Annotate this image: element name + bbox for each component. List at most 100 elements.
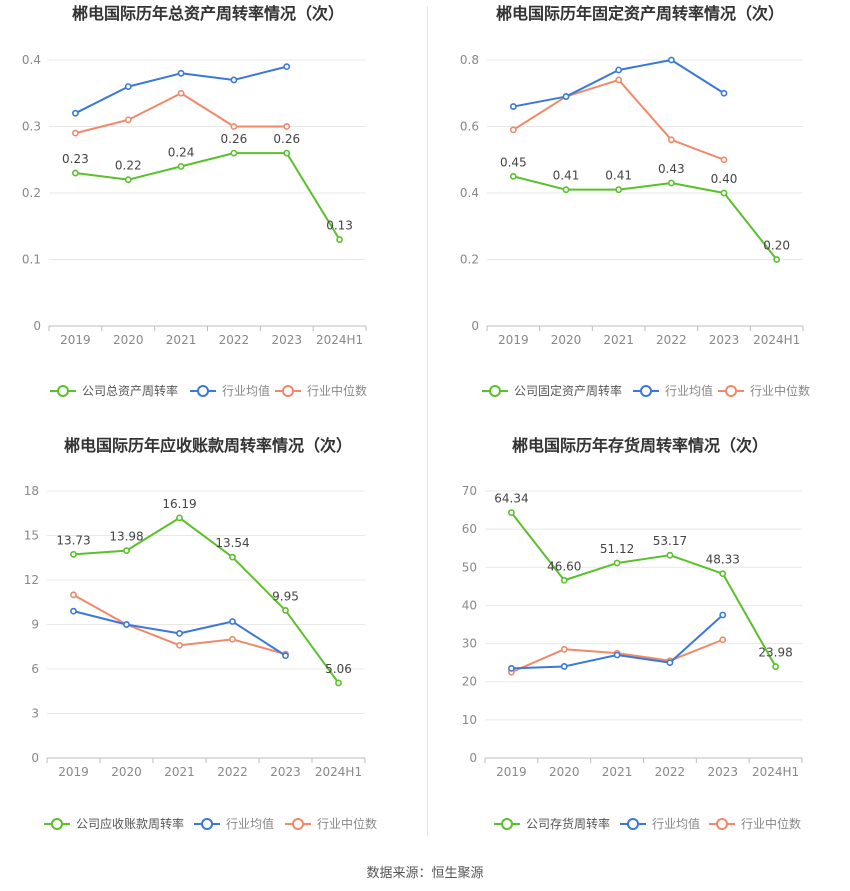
data-label: 0.20 (763, 239, 790, 253)
legend-label: 行业中位数 (741, 816, 801, 831)
chart-title: 郴电国际历年固定资产周转率情况（次） (496, 4, 784, 23)
series-line (513, 175, 778, 261)
legend-item: 公司应收账款周转率 (44, 816, 184, 831)
data-point (124, 116, 132, 124)
legend-marker (725, 385, 737, 397)
y-tick-label: 6 (31, 662, 39, 676)
data-point (720, 156, 728, 164)
data-point (70, 607, 77, 615)
y-tick-label: 10 (462, 713, 477, 727)
data-point (773, 256, 781, 263)
x-tick-label: 2022 (655, 765, 686, 779)
y-tick-label: 9 (31, 618, 39, 632)
legend-label: 行业均值 (652, 816, 700, 831)
data-point (229, 618, 236, 625)
data-label: 0.40 (711, 172, 738, 186)
x-tick-label: 2021 (602, 765, 633, 779)
series-line (510, 511, 777, 668)
data-point (509, 103, 517, 110)
data-point (719, 636, 727, 644)
data-point (230, 76, 238, 84)
legend-marker (489, 385, 501, 397)
legend-marker (716, 818, 728, 830)
data-point (283, 123, 291, 130)
x-tick-label: 2022 (656, 333, 687, 347)
data-point (123, 621, 130, 628)
data-point (229, 553, 236, 561)
data-label: 5.06 (325, 662, 352, 676)
x-tick-label: 2020 (549, 765, 580, 779)
y-tick-label: 30 (462, 637, 477, 651)
data-label: 0.45 (500, 155, 527, 169)
legend-label: 公司存货周转率 (526, 816, 610, 831)
data-point (177, 89, 185, 97)
y-tick-label: 0.2 (22, 186, 41, 200)
x-tick-label: 2020 (113, 333, 144, 347)
y-tick-label: 40 (462, 598, 477, 612)
data-point (560, 663, 568, 670)
data-point (72, 129, 79, 137)
chart-title: 郴电国际历年应收账款周转率情况（次） (64, 436, 352, 455)
legend-label: 公司应收账款周转率 (76, 816, 184, 831)
data-point (176, 514, 183, 522)
data-label: 0.13 (326, 219, 353, 233)
data-source-label: 数据来源：恒生聚源 (366, 866, 484, 881)
data-point (70, 550, 77, 558)
chart-panel: 郴电国际历年存货周转率情况（次） 0 10 20 30 40 50 60 70 2019 2020 2… (462, 436, 803, 831)
legend-marker (51, 818, 63, 830)
chart-title: 郴电国际历年存货周转率情况（次） (512, 436, 768, 455)
chart-panel: 郴电国际历年总资产周转率情况（次） 0 0.1 0.2 0.3 0.4 2019 2020 20… (22, 4, 367, 398)
data-point (282, 652, 289, 660)
data-point (666, 551, 674, 559)
x-tick-label: 2019 (496, 765, 527, 779)
legend-label: 公司固定资产周转率 (514, 383, 622, 398)
data-point (562, 93, 570, 100)
data-point (667, 136, 675, 144)
legend-item: 行业均值 (633, 383, 713, 398)
series-line (511, 614, 724, 670)
x-tick-label: 2024H1 (752, 765, 799, 779)
y-tick-label: 3 (31, 707, 39, 721)
x-tick-label: 2023 (270, 765, 301, 779)
chart-title: 郴电国际历年总资产周转率情况（次） (72, 4, 344, 23)
data-label: 13.54 (215, 536, 249, 550)
data-label: 51.12 (600, 542, 634, 556)
panel-divider (427, 6, 428, 836)
legend-marker (501, 818, 513, 830)
y-tick-label: 0.3 (22, 120, 41, 134)
y-tick-label: 0.4 (460, 186, 479, 200)
legend-item: 行业中位数 (718, 383, 810, 398)
legend-item: 行业均值 (194, 816, 274, 831)
x-tick-label: 2024H1 (315, 765, 362, 779)
chart-panel: 郴电国际历年应收账款周转率情况（次） 0 3 6 9 12 15 18 2019 2020 2021… (24, 436, 377, 831)
legend-marker (627, 818, 639, 830)
x-tick-label: 2021 (603, 333, 634, 347)
data-point (720, 89, 728, 97)
data-point (509, 172, 517, 180)
data-point (508, 509, 515, 516)
x-tick-label: 2024H1 (316, 333, 363, 347)
legend-marker (201, 818, 213, 830)
data-point (613, 651, 621, 659)
data-point (335, 679, 342, 687)
legend-label: 行业中位数 (307, 383, 367, 398)
data-point (667, 179, 675, 187)
x-tick-label: 2023 (707, 765, 738, 779)
chart-panel: 郴电国际历年固定资产周转率情况（次） 0 0.2 0.4 0.6 0.8 2019 2020 2… (460, 4, 810, 398)
x-tick-label: 2022 (217, 765, 248, 779)
data-point (283, 63, 291, 71)
y-tick-label: 60 (462, 522, 477, 536)
data-point (123, 547, 130, 555)
data-point (124, 176, 132, 184)
data-point (70, 591, 77, 599)
y-tick-label: 70 (462, 484, 477, 498)
legend-item: 行业中位数 (709, 816, 801, 831)
data-label: 0.23 (62, 152, 89, 166)
data-label: 0.41 (553, 169, 580, 183)
data-point (772, 663, 779, 670)
data-point (615, 76, 623, 84)
data-label: 9.95 (272, 589, 299, 603)
series-line (512, 78, 725, 161)
data-label: 0.24 (168, 145, 195, 159)
